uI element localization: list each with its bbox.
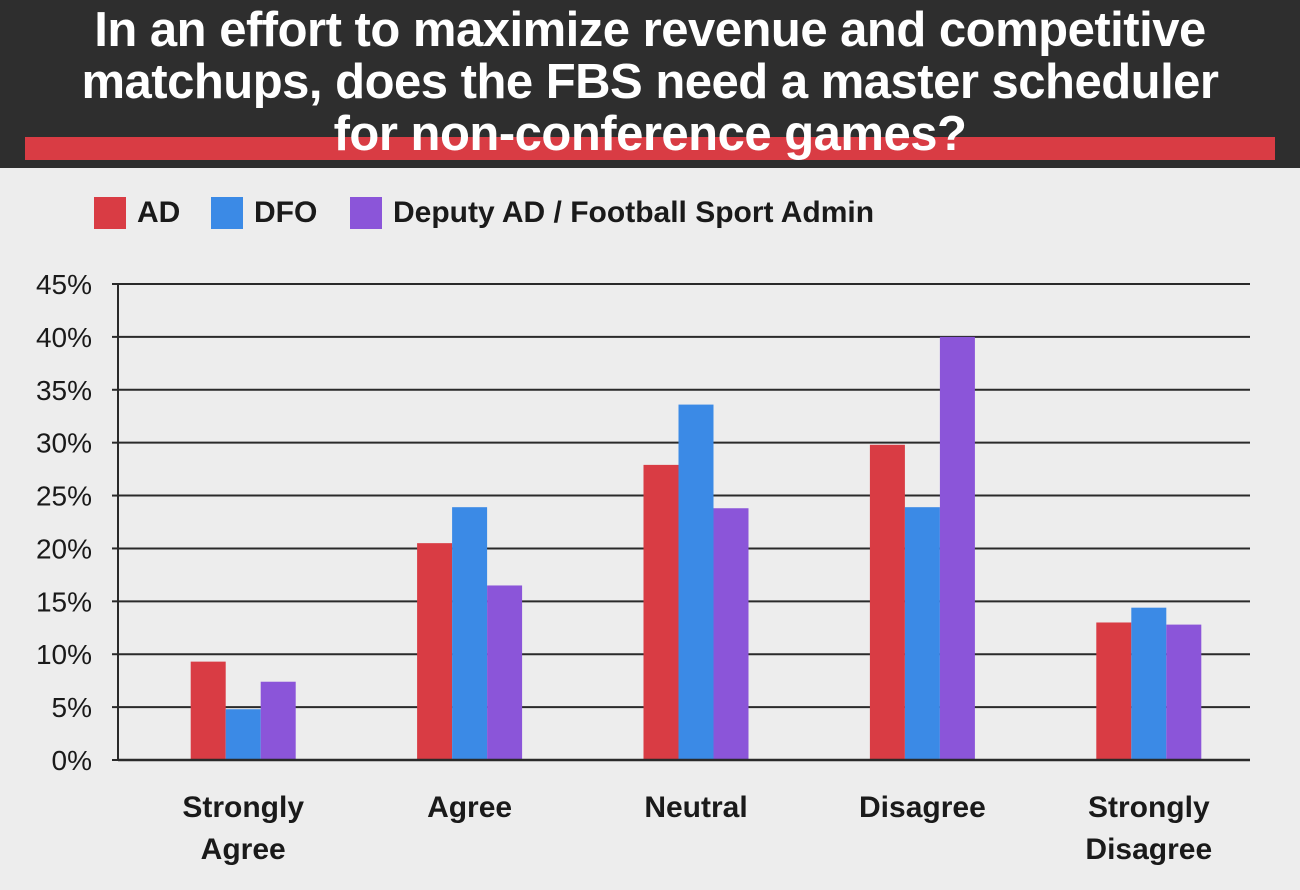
x-category-label: Agree xyxy=(427,791,512,824)
y-tick-label: 40% xyxy=(36,322,92,353)
bar xyxy=(225,709,261,760)
bar xyxy=(487,585,523,760)
x-category-label: Disagree xyxy=(859,791,986,824)
bar xyxy=(939,336,975,760)
x-axis: Strongly Agree Agree Neutral Disagree Strongl… xyxy=(182,791,1212,866)
legend-label: AD xyxy=(137,196,180,229)
bar xyxy=(643,464,679,760)
y-tick-label: 35% xyxy=(36,375,92,406)
bar xyxy=(713,508,749,760)
bar xyxy=(260,681,296,760)
y-tick-label: 5% xyxy=(52,692,92,723)
bar xyxy=(452,507,488,760)
bar xyxy=(678,404,714,760)
y-tick-label: 15% xyxy=(36,586,92,617)
legend-swatch xyxy=(350,197,382,229)
y-tick-label: 25% xyxy=(36,481,92,512)
y-tick-label: 10% xyxy=(36,639,92,670)
x-category-label: Strongly Agree xyxy=(182,791,304,866)
title-banner: In an effort to maximize revenue and com… xyxy=(0,0,1300,168)
chart-title: In an effort to maximize revenue and com… xyxy=(0,4,1300,160)
chart-title-line: In an effort to maximize revenue and com… xyxy=(94,3,1206,57)
bar xyxy=(190,661,226,760)
chart-title-line: matchups, does the FBS need a master sch… xyxy=(81,55,1219,109)
legend-label: Deputy AD / Football Sport Admin xyxy=(393,196,874,229)
legend: AD DFO Deputy AD / Football Sport Admin xyxy=(94,196,874,229)
y-tick-label: 30% xyxy=(36,428,92,459)
bars xyxy=(190,336,1202,760)
bar xyxy=(1131,607,1167,760)
axes xyxy=(117,284,1250,762)
y-tick-label: 20% xyxy=(36,533,92,564)
bar xyxy=(417,543,453,760)
chart-title-line: for non-conference games? xyxy=(333,107,967,161)
bar xyxy=(904,507,940,760)
y-tick-label: 45% xyxy=(36,269,92,300)
legend-label: DFO xyxy=(254,196,317,229)
x-category-label: Strongly Disagree xyxy=(1085,791,1212,866)
bar xyxy=(1166,624,1202,760)
bar xyxy=(869,444,905,760)
legend-swatch xyxy=(94,197,126,229)
title-underline-bar xyxy=(25,137,1275,160)
y-tick-label: 0% xyxy=(52,745,92,776)
legend-swatch xyxy=(211,197,243,229)
y-axis: 0% 5% 10% 15% 20% 25% 30% 35% 40% 45% xyxy=(36,269,118,776)
x-category-label: Neutral xyxy=(644,791,747,824)
bar xyxy=(1096,622,1132,760)
